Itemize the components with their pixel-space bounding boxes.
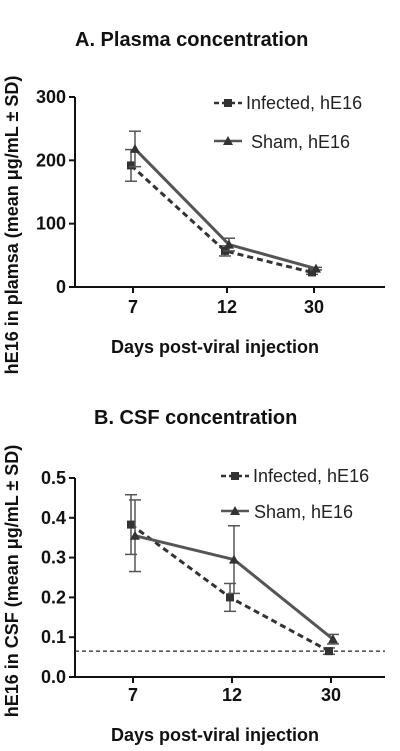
legend-b-sham-marker — [230, 506, 240, 515]
y-tick-label: 300 — [36, 87, 66, 107]
panel-a-y-axis-label: hE16 in plamsa (mean μg/mL ± SD) — [2, 76, 22, 375]
panel-b-axes: 0.0 0.1 0.2 0.3 0.4 0.5 7 12 30 — [41, 468, 385, 705]
x-tick-label: 7 — [128, 685, 138, 705]
series-line-infected — [129, 164, 313, 274]
y-tick-label: 0.0 — [41, 667, 66, 687]
panel-a-axes: 0 100 200 300 7 12 30 — [36, 87, 385, 317]
y-tick-label: 0.4 — [41, 508, 66, 528]
data-point-infected — [226, 593, 234, 602]
panel-a-x-axis-label: Days post-viral injection — [111, 337, 319, 357]
legend-b-sham-label: Sham, hE16 — [254, 502, 353, 522]
panel-b-title: B. CSF concentration — [94, 407, 297, 429]
panel-a-title: A. Plasma concentration — [75, 29, 308, 51]
data-point-sham — [229, 554, 239, 564]
legend-a-sham-label: Sham, hE16 — [251, 132, 350, 152]
panel-b-y-axis-label: hE16 in CSF (mean μg/mL ± SD) — [2, 445, 22, 718]
panel-a: A. Plasma concentration hE16 in plamsa (… — [2, 29, 385, 374]
panel-b-legend: Infected, hE16 Sham, hE16 — [221, 466, 369, 522]
data-point-sham — [224, 239, 234, 249]
legend-b-infected-marker — [231, 472, 239, 480]
data-point-infected — [127, 520, 135, 529]
data-point-sham — [130, 143, 140, 153]
y-tick-label: 0 — [56, 277, 66, 297]
data-point-sham — [130, 530, 140, 540]
panel-b: B. CSF concentration hE16 in CSF (mean μ… — [2, 407, 385, 745]
data-point-sham — [311, 263, 321, 273]
x-tick-label: 7 — [128, 297, 138, 317]
legend-a-infected-label: Infected, hE16 — [246, 93, 362, 113]
y-tick-label: 200 — [36, 150, 66, 170]
x-tick-label: 12 — [217, 297, 237, 317]
panel-b-plot — [75, 493, 385, 656]
y-tick-label: 0.5 — [41, 468, 66, 488]
data-point-infected — [325, 647, 333, 656]
legend-a-infected-marker — [224, 99, 232, 107]
panel-b-x-axis-label: Days post-viral injection — [111, 725, 319, 745]
data-point-sham — [328, 634, 338, 644]
data-point-infected — [127, 161, 135, 170]
legend-a-sham-marker — [223, 136, 233, 145]
y-tick-label: 0.2 — [41, 587, 66, 607]
y-tick-label: 0.1 — [41, 627, 66, 647]
x-tick-label: 12 — [222, 685, 242, 705]
panel-a-legend: Infected, hE16 Sham, hE16 — [214, 93, 362, 152]
x-tick-label: 30 — [321, 685, 341, 705]
y-tick-label: 0.3 — [41, 548, 66, 568]
legend-b-infected-label: Infected, hE16 — [253, 466, 369, 486]
panel-a-plot — [125, 130, 322, 277]
x-tick-label: 30 — [304, 297, 324, 317]
y-tick-label: 100 — [36, 214, 66, 234]
